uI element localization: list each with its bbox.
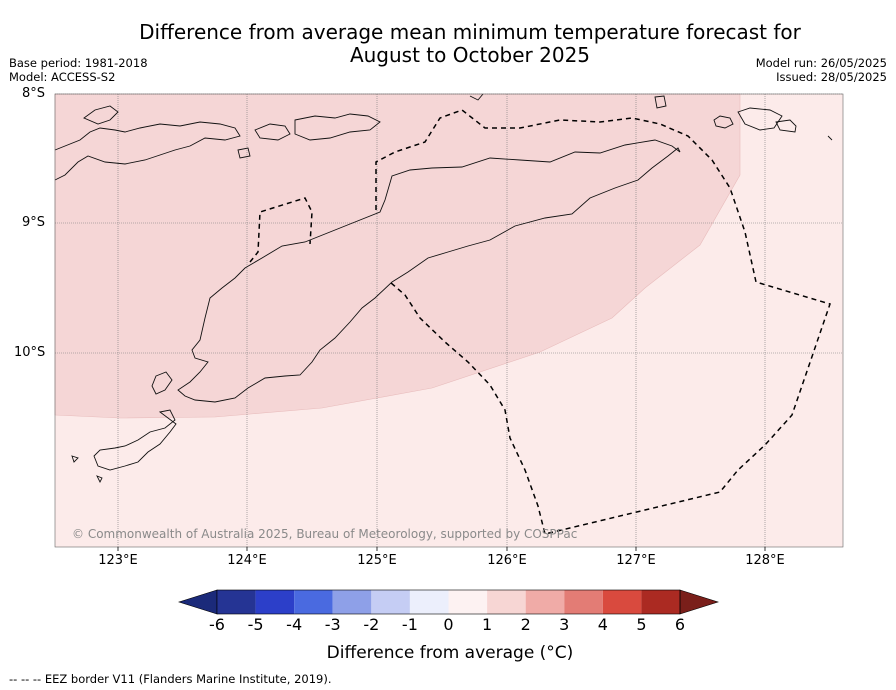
colorbar-extend-low — [178, 589, 218, 615]
colorbar-segment — [525, 590, 565, 614]
colorbar-tick-label: -5 — [247, 615, 264, 634]
colorbar-segment — [487, 590, 526, 614]
lon-label-128e: 128°E — [745, 553, 785, 568]
coastlines — [54, 93, 833, 484]
eez-border — [249, 109, 831, 535]
anomaly-zone-1-to-2 — [54, 93, 741, 419]
colorbar-segment — [448, 590, 488, 614]
colorbar-segment — [602, 590, 642, 614]
colorbar-segment — [564, 590, 603, 614]
lon-label-125e: 125°E — [357, 553, 397, 568]
colorbar-tick-label: -2 — [363, 615, 380, 634]
base-period: Base period: 1981-2018 — [9, 56, 148, 70]
lon-label-123e: 123°E — [98, 553, 138, 568]
colorbar-tick-label: 4 — [597, 615, 608, 634]
lat-label-9s: 9°S — [22, 215, 46, 230]
colorbar-tick-label: 5 — [636, 615, 647, 634]
colorbar-tick-label: 6 — [674, 615, 686, 634]
meta-right: Model run: 26/05/2025 Issued: 28/05/2025 — [756, 56, 887, 84]
colorbar-tick-label: 2 — [520, 615, 531, 634]
colorbar-tick-label: 0 — [443, 615, 454, 634]
map-frame — [54, 93, 844, 548]
lon-label-126e: 126°E — [487, 553, 527, 568]
colorbar-extend-high — [679, 589, 719, 615]
model-name: Model: ACCESS-S2 — [9, 70, 116, 84]
meta-left: Base period: 1981-2018 Model: ACCESS-S2 — [9, 56, 148, 84]
colorbar-segment — [217, 590, 256, 614]
colorbar-segment — [371, 590, 410, 614]
axis-ticks — [117, 547, 766, 551]
colorbar-tick-label: 1 — [481, 615, 493, 634]
colorbar-segment — [294, 590, 333, 614]
lon-label-124e: 124°E — [227, 553, 267, 568]
model-run: Model run: 26/05/2025 — [755, 56, 887, 70]
colorbar-tick-label: -1 — [401, 615, 418, 634]
colorbar-segment — [641, 590, 680, 614]
colorbar-label: Difference from average (°C) — [326, 643, 574, 663]
colorbar-tick-label: -6 — [209, 615, 225, 634]
colorbar-segment — [409, 590, 449, 614]
colorbar-tick-label: -4 — [286, 615, 303, 634]
chart-title-line-2: August to October 2025 — [349, 43, 591, 67]
colorbar-tick-label: -3 — [324, 615, 341, 634]
colorbar-segment — [332, 590, 372, 614]
colorbar-frame — [216, 589, 681, 615]
copyright-notice: © Commonwealth of Australia 2025, Bureau… — [72, 527, 578, 541]
issued-date: Issued: 28/05/2025 — [776, 70, 887, 84]
lon-label-127e: 127°E — [616, 553, 656, 568]
chart-title-line-1: Difference from average mean minimum tem… — [139, 20, 801, 44]
lat-label-8s: 8°S — [22, 86, 46, 101]
colorbar-tick-label: 3 — [559, 615, 570, 634]
eez-legend-note: -- -- -- EEZ border V11 (Flanders Marine… — [9, 672, 332, 686]
lat-label-10s: 10°S — [14, 345, 46, 360]
colorbar-segment — [255, 590, 295, 614]
